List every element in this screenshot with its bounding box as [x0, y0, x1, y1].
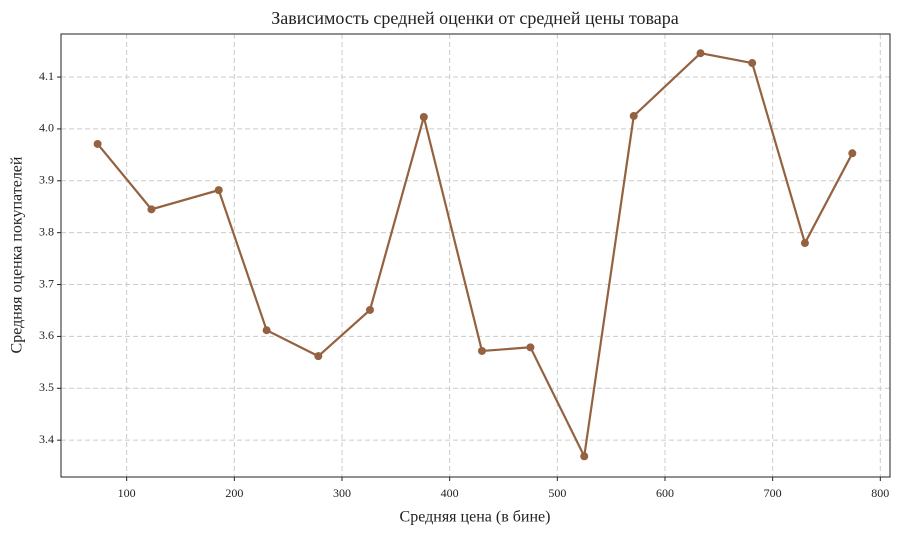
data-point	[526, 343, 535, 352]
plot-frame	[60, 33, 891, 478]
data-point	[262, 326, 271, 335]
y-tick-label: 3.4	[39, 432, 54, 446]
data-point	[147, 205, 156, 214]
data-point	[848, 149, 857, 158]
data-point	[419, 112, 428, 121]
data-point	[748, 59, 757, 68]
data-point	[800, 239, 809, 248]
data-point	[365, 305, 374, 314]
y-axis-label: Средняя оценка покупателей	[9, 156, 26, 353]
data-point	[696, 49, 705, 58]
data-point	[477, 346, 486, 355]
y-tick-label: 4.1	[39, 69, 54, 83]
x-tick-label: 100	[118, 486, 136, 500]
y-tick-label: 4.0	[39, 121, 54, 135]
data-point	[314, 352, 323, 361]
x-axis-label: Средняя цена (в бине)	[400, 509, 551, 526]
x-tick-label: 800	[871, 486, 889, 500]
data-line	[96, 52, 854, 460]
x-tick-label: 300	[333, 486, 351, 500]
x-tick-label: 600	[656, 486, 674, 500]
y-tick-label: 3.5	[39, 380, 54, 394]
y-tick-label: 3.7	[39, 276, 54, 290]
y-tick-label: 3.9	[39, 173, 54, 187]
chart-title: Зависимость средней оценки от средней це…	[271, 8, 678, 28]
x-tick-label: 200	[225, 486, 243, 500]
x-tick-label: 700	[764, 486, 782, 500]
y-tick-label: 3.8	[39, 224, 54, 238]
y-tick-label: 3.6	[39, 328, 54, 342]
x-tick-label: 400	[441, 486, 459, 500]
x-tick-label: 500	[548, 486, 566, 500]
data-point	[93, 139, 102, 148]
data-point	[214, 186, 223, 195]
data-point	[580, 452, 589, 461]
data-point	[629, 111, 638, 120]
